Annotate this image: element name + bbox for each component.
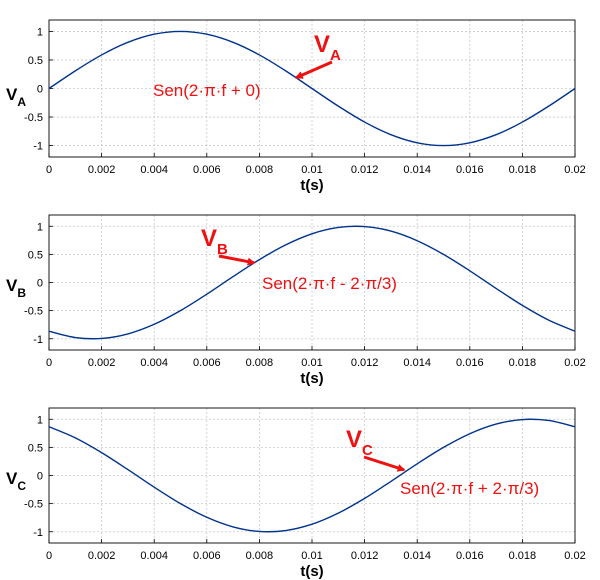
annotation-label: VA	[314, 31, 341, 64]
x-tick-label: 0.012	[351, 357, 379, 369]
x-tick-label: 0.012	[351, 164, 379, 176]
y-axis-label-main: V	[6, 276, 18, 295]
y-tick-label: -0.5	[24, 112, 43, 124]
chart-panel-a: 0 0.002 0.004 0.006 0.008 0.01 0.012 0.014 0.016…	[6, 19, 586, 194]
annotation: VB Sen(2·π·f - 2·π/3)	[201, 225, 397, 293]
y-axis-label-sub: C	[17, 479, 26, 493]
y-tick-label: 0	[37, 84, 43, 96]
y-axis-label-sub: A	[17, 95, 26, 109]
axes-frame	[48, 407, 576, 544]
annotation-label: VC	[346, 426, 373, 459]
x-tick-label: 0.014	[403, 357, 431, 369]
x-axis-label: t(s)	[300, 563, 323, 580]
annotation-formula: Sen(2·π·f - 2·π/3)	[262, 274, 397, 293]
x-axis-label: t(s)	[300, 177, 323, 194]
x-tick-label: 0.02	[564, 164, 585, 176]
x-tick-label: 0.014	[403, 550, 431, 562]
x-tick-label: 0.016	[456, 357, 484, 369]
y-tick-label: -1	[33, 527, 43, 539]
series-line	[48, 418, 576, 533]
x-tick-label: 0.008	[246, 550, 274, 562]
x-tick-label: 0.016	[456, 164, 484, 176]
y-tick-label: 0	[37, 278, 43, 290]
x-axis-label: t(s)	[300, 370, 323, 387]
x-tick-label: 0.002	[88, 164, 116, 176]
y-axis-label-main: V	[6, 469, 18, 488]
annotation: VC Sen(2·π·f + 2·π/3)	[346, 426, 539, 498]
x-tick-label: 0.008	[246, 357, 274, 369]
x-tick-label: 0.01	[301, 164, 322, 176]
x-tick-label: 0.002	[88, 357, 116, 369]
y-tick-label: -1	[33, 141, 43, 153]
x-tick-label: 0.014	[403, 164, 431, 176]
y-tick-label: 0.5	[28, 249, 43, 261]
annotation-arrow	[218, 254, 256, 266]
x-tick-label: 0.018	[509, 164, 537, 176]
x-tick-label: 0.004	[140, 164, 168, 176]
y-axis-label: VA	[6, 85, 26, 109]
annotation-label: VB	[201, 225, 228, 258]
y-axis-label-sub: B	[17, 286, 26, 300]
y-tick-label: 0.5	[28, 55, 43, 67]
x-tick-label: 0.002	[88, 550, 116, 562]
annotation-arrow	[294, 60, 333, 80]
x-tick-label: 0.012	[351, 550, 379, 562]
x-tick-label: 0.008	[246, 164, 274, 176]
y-tick-label: 1	[37, 414, 43, 426]
annotation-label-main: V	[201, 225, 217, 252]
annotation-arrow	[363, 455, 406, 472]
y-tick-label: -0.5	[24, 306, 43, 318]
y-tick-label: -0.5	[24, 499, 43, 511]
annotation-label-main: V	[346, 426, 362, 453]
x-tick-label: 0.006	[193, 550, 221, 562]
x-tick-label: 0.018	[509, 357, 537, 369]
x-tick-label: 0.02	[564, 550, 585, 562]
x-tick-label: 0.02	[564, 357, 585, 369]
y-tick-label: -1	[33, 334, 43, 346]
x-tick-label: 0	[46, 550, 52, 562]
series-line	[48, 225, 576, 340]
annotation-formula: Sen(2·π·f + 0)	[153, 81, 261, 100]
y-tick-label: 1	[37, 26, 43, 38]
chart-panel-c: 0 0.002 0.004 0.006 0.008 0.01 0.012 0.014 0.016…	[6, 407, 586, 580]
annotation: VA Sen(2·π·f + 0)	[153, 31, 341, 100]
y-axis-label-main: V	[6, 85, 18, 104]
x-tick-label: 0.004	[140, 550, 168, 562]
x-tick-label: 0.018	[509, 550, 537, 562]
series-line	[48, 30, 576, 147]
y-tick-label: 0	[37, 471, 43, 483]
y-tick-label: 1	[37, 221, 43, 233]
y-tick-label: 0.5	[28, 442, 43, 454]
annotation-label-sub: C	[362, 442, 373, 459]
annotation-label-sub: B	[217, 241, 228, 258]
annotation-label-sub: A	[330, 47, 341, 64]
x-tick-label: 0.006	[193, 164, 221, 176]
x-tick-label: 0	[46, 164, 52, 176]
x-tick-label: 0.006	[193, 357, 221, 369]
annotation-formula: Sen(2·π·f + 2·π/3)	[400, 479, 539, 498]
y-axis-label: VC	[6, 469, 26, 493]
x-tick-label: 0.016	[456, 550, 484, 562]
chart-panel-b: 0 0.002 0.004 0.006 0.008 0.01 0.012 0.014 0.016…	[6, 214, 586, 387]
axes-frame	[48, 214, 576, 351]
x-tick-label: 0.01	[301, 357, 322, 369]
x-tick-label: 0.01	[301, 550, 322, 562]
y-axis-label: VB	[6, 276, 26, 300]
x-tick-label: 0.004	[140, 357, 168, 369]
annotation-label-main: V	[314, 31, 330, 58]
x-tick-label: 0	[46, 357, 52, 369]
